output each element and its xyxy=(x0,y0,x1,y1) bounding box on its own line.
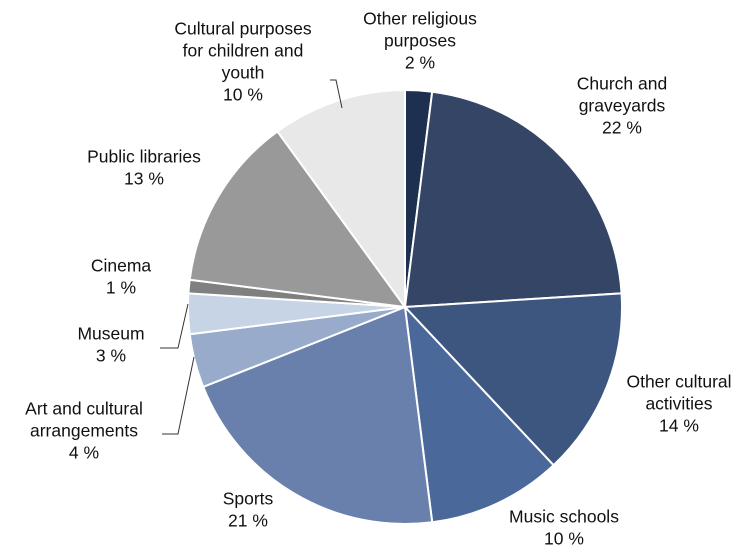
pie-slice xyxy=(403,90,623,309)
pie-slice xyxy=(402,292,623,467)
pie-slices xyxy=(187,88,623,525)
slice-category-label: Public libraries xyxy=(87,147,201,167)
slice-category-label: Art and cultural xyxy=(25,399,143,419)
slice-category-label: Music schools xyxy=(509,507,619,527)
leader-line xyxy=(330,79,343,109)
slice-category-label: graveyards xyxy=(579,96,666,116)
slice-value-label: 13 % xyxy=(124,169,164,189)
slice-value-label: 3 % xyxy=(96,346,126,366)
slice-category-label: purposes xyxy=(384,31,456,51)
slice-category-label: Cinema xyxy=(91,256,152,276)
pie-slice xyxy=(403,304,555,524)
slice-category-label: Sports xyxy=(223,489,274,509)
slice-category-label: arrangements xyxy=(30,421,138,441)
slice-category-label: activities xyxy=(645,394,712,414)
leader-lines xyxy=(160,79,343,435)
slice-value-label: 2 % xyxy=(405,53,435,73)
pie-slice xyxy=(276,88,406,311)
pie-slice xyxy=(188,130,408,309)
leader-line xyxy=(160,303,189,349)
slice-value-label: 4 % xyxy=(69,443,99,463)
slice-category-label: Church and xyxy=(577,74,667,94)
slice-value-label: 10 % xyxy=(544,529,584,549)
slice-value-label: 14 % xyxy=(659,416,699,436)
slice-category-label: for children and xyxy=(183,41,304,61)
slice-value-label: 22 % xyxy=(602,118,642,138)
slice-value-label: 21 % xyxy=(228,511,268,531)
leader-line xyxy=(162,356,195,435)
slice-category-label: Other religious xyxy=(363,9,477,29)
slice-value-label: 10 % xyxy=(223,85,263,105)
slice-category-label: Other cultural xyxy=(626,372,731,392)
slice-value-label: 1 % xyxy=(106,278,136,298)
pie-slice xyxy=(201,305,434,525)
slice-category-label: youth xyxy=(222,63,265,83)
slice-category-label: Museum xyxy=(77,324,144,344)
slice-category-label: Cultural purposes xyxy=(174,19,311,39)
